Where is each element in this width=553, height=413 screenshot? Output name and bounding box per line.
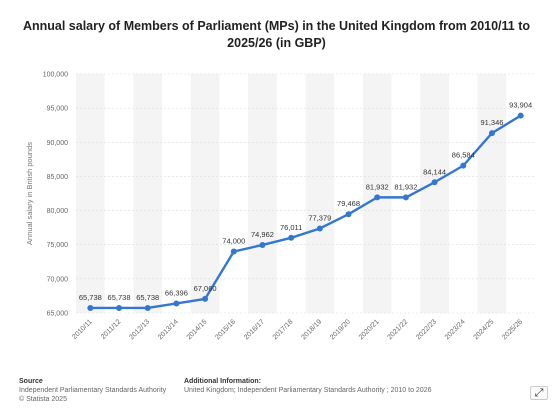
grid-lines [76, 73, 535, 314]
y-axis-label: Annual salary in British pounds [25, 142, 34, 245]
additional-info-heading: Additional Information: [184, 378, 261, 385]
y-tick-label: 100,000 [43, 72, 68, 79]
data-point [259, 241, 266, 248]
data-point [460, 162, 467, 169]
y-axis-ticks: 65,000 70,000 75,000 80,000 85,000 90,000 95,0… [43, 72, 68, 318]
additional-info-block: Additional Information: United Kingdom; … [184, 377, 432, 395]
x-tick-label: 2022/23 [415, 318, 438, 341]
x-tick-label: 2014/15 [186, 318, 209, 341]
y-tick-label: 70,000 [47, 276, 69, 283]
data-label: 81,932 [366, 182, 389, 191]
data-point [345, 211, 352, 218]
column-band [305, 74, 335, 313]
x-tick-label: 2021/22 [386, 318, 409, 341]
x-tick-label: 2011/12 [100, 318, 123, 341]
data-label: 74,000 [222, 237, 245, 246]
column-band [190, 74, 220, 313]
y-tick-label: 95,000 [47, 106, 69, 113]
x-tick-label: 2012/13 [128, 318, 151, 341]
data-point [431, 179, 438, 186]
source-heading: Source [19, 378, 43, 385]
data-label: 79,468 [337, 199, 360, 208]
salary-series [87, 112, 524, 311]
data-label: 91,346 [480, 118, 503, 127]
column-band [362, 74, 392, 313]
x-tick-label: 2017/18 [272, 318, 295, 341]
data-label: 77,379 [308, 213, 331, 222]
data-label: 67,060 [194, 284, 217, 293]
column-band [477, 74, 507, 313]
data-point [202, 295, 209, 302]
x-tick-label: 2025/26 [501, 318, 524, 341]
data-label: 86,584 [452, 151, 475, 160]
data-label: 65,738 [136, 293, 159, 302]
data-label: 74,962 [251, 230, 274, 239]
data-point [488, 130, 495, 137]
data-point [402, 194, 409, 201]
data-label: 65,738 [79, 293, 102, 302]
data-point [374, 194, 381, 201]
expand-icon[interactable]: ⤢ [530, 386, 548, 400]
data-point [230, 248, 237, 255]
data-point [517, 112, 524, 119]
x-tick-label: 2010/11 [71, 318, 94, 341]
x-tick-label: 2018/19 [300, 318, 323, 341]
x-tick-label: 2020/21 [358, 318, 381, 341]
series-line [90, 114, 522, 310]
data-label: 66,396 [165, 288, 188, 297]
x-tick-label: 2013/14 [157, 318, 180, 341]
data-point [173, 300, 180, 307]
x-tick-label: 2019/20 [329, 318, 352, 341]
x-tick-label: 2016/17 [243, 318, 266, 341]
chart-title: Annual salary of Members of Parliament (… [22, 19, 531, 50]
x-tick-label: 2015/16 [214, 318, 237, 341]
data-point [144, 304, 151, 311]
data-label: 65,738 [108, 293, 131, 302]
column-band [76, 74, 105, 313]
data-point [316, 225, 323, 232]
data-label: 81,932 [394, 182, 417, 191]
data-label: 93,904 [509, 101, 532, 110]
x-tick-label: 2024/25 [473, 318, 496, 341]
data-point [288, 234, 295, 241]
y-tick-label: 80,000 [47, 208, 69, 215]
copyright-line: © Statista 2025 [19, 396, 67, 403]
column-band [420, 74, 449, 313]
data-point [87, 304, 94, 311]
data-point [116, 304, 123, 311]
x-axis-ticks: 2010/11 2011/12 2012/13 2013/14 2014/15 2015/… [71, 318, 524, 341]
source-line: Independent Parliamentary Standards Auth… [19, 387, 167, 394]
column-band [133, 74, 163, 313]
y-tick-label: 75,000 [47, 242, 69, 249]
additional-info-line: United Kingdom; Independent Parliamentar… [184, 387, 432, 394]
x-tick-label: 2023/24 [444, 318, 467, 341]
data-labels: 65,738 65,738 65,738 66,396 67,060 74,000 74,9… [79, 101, 532, 302]
data-label: 84,144 [423, 167, 446, 176]
alternating-column-bands [76, 74, 507, 313]
y-tick-label: 90,000 [47, 140, 69, 147]
y-tick-label: 85,000 [47, 174, 69, 181]
source-block: Source Independent Parliamentary Standar… [19, 377, 166, 404]
data-label: 76,011 [280, 223, 302, 232]
y-tick-label: 65,000 [47, 311, 69, 318]
column-band [248, 74, 277, 313]
